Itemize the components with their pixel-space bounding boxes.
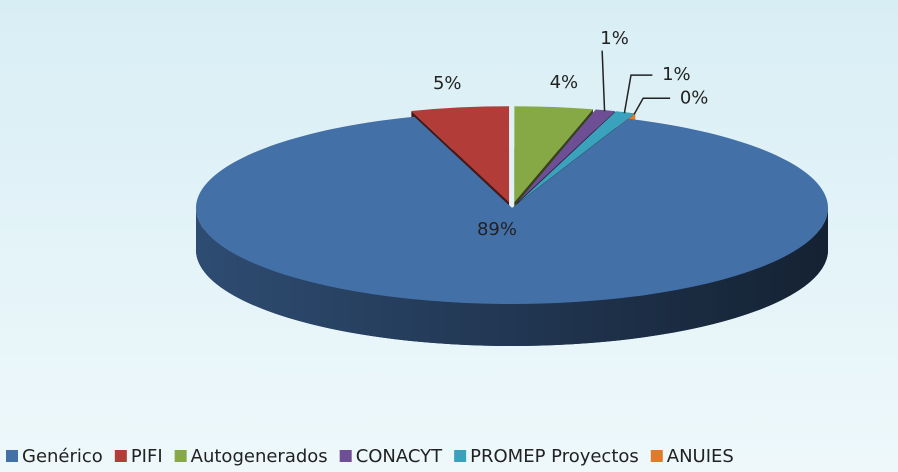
legend-label: ANUIES <box>667 446 734 467</box>
legend-label: Autogenerados <box>191 446 328 467</box>
legend-label: CONACYT <box>356 446 443 467</box>
data-label: 89% <box>477 219 517 240</box>
leader-line <box>601 50 606 112</box>
legend-label: PIFI <box>131 446 163 467</box>
slice <box>196 116 829 346</box>
legend-swatch <box>114 450 127 462</box>
data-label: 4% <box>550 72 579 93</box>
slice-top <box>518 111 635 203</box>
data-label: 5% <box>433 73 462 94</box>
leader-line <box>623 74 653 114</box>
slice-top <box>411 106 510 203</box>
data-label: 1% <box>662 64 691 85</box>
legend-swatch <box>650 450 663 462</box>
data-label: 1% <box>600 28 629 49</box>
legend-swatch <box>174 450 187 462</box>
legend-label: PROMEP Proyectos <box>470 446 639 467</box>
slice-side-shade <box>196 208 828 346</box>
legend-label: Genérico <box>22 446 103 467</box>
slice-top <box>517 109 615 203</box>
slice-top <box>514 106 593 203</box>
data-label: 0% <box>680 87 709 108</box>
leader-line <box>633 97 671 115</box>
slice-top <box>196 116 829 304</box>
legend-swatch <box>454 450 467 462</box>
legend-swatch <box>6 450 18 462</box>
legend-swatch <box>339 450 352 462</box>
